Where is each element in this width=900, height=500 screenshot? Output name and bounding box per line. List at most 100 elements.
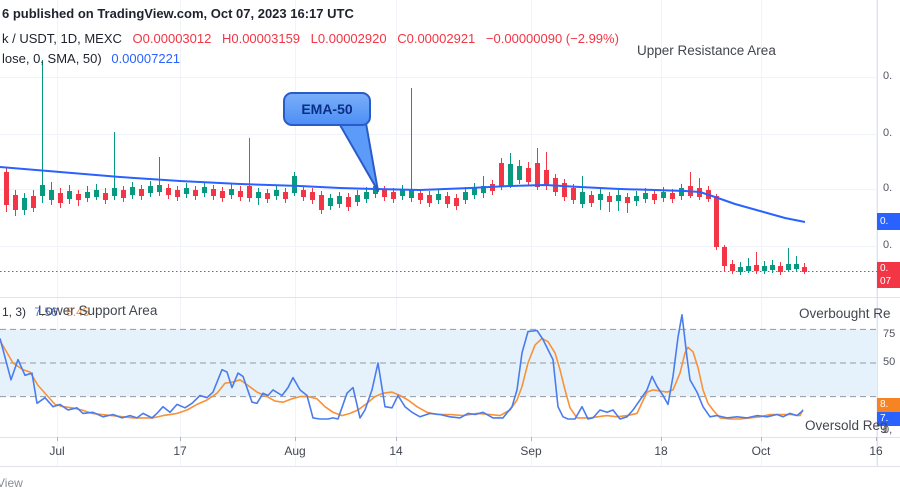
candle — [562, 179, 567, 201]
candle-body — [211, 189, 216, 196]
candle-body — [283, 192, 288, 199]
candle — [283, 188, 288, 203]
candle — [229, 184, 234, 199]
candle — [634, 191, 639, 206]
candle — [544, 152, 549, 190]
candle-body — [730, 264, 735, 271]
publish-line: 6 published on TradingView.com, Oct 07, … — [2, 6, 354, 21]
candle-body — [778, 266, 783, 272]
candle-body — [499, 163, 504, 186]
ma-params[interactable]: lose, 0, SMA, 50) — [2, 51, 102, 66]
ohlc-low: L0.00002920 — [310, 31, 387, 46]
candle — [58, 188, 63, 208]
candle — [328, 194, 333, 210]
candle — [112, 132, 117, 200]
candle-body — [409, 190, 414, 198]
candle-body — [94, 190, 99, 197]
candle — [679, 184, 684, 200]
time-axis-label[interactable]: 18 — [654, 444, 668, 458]
candle-body — [794, 264, 799, 269]
candle — [130, 182, 135, 199]
candle — [436, 189, 441, 204]
price-axis-tick: 0. — [883, 127, 893, 139]
stoch-d-value: 8.45 — [66, 305, 90, 319]
candle-body — [184, 188, 189, 194]
candle-body — [130, 187, 135, 195]
ohlc-high: H0.00003159 — [221, 31, 301, 46]
stoch-band-layer — [0, 328, 877, 398]
time-axis-label[interactable]: 17 — [173, 444, 187, 458]
candle — [238, 186, 243, 201]
time-axis-label[interactable]: 16 — [869, 444, 883, 458]
ohlc-change: −0.00000090 (−2.99%) — [485, 31, 619, 46]
candle-body — [202, 187, 207, 193]
time-axis-label[interactable]: 14 — [389, 444, 403, 458]
candle-body — [22, 198, 27, 210]
symbol-status-line: k / USDT, 1D, MEXC O0.00003012 H0.000031… — [2, 31, 619, 46]
candle-body — [770, 265, 775, 270]
candle-body — [103, 193, 108, 200]
candle-body — [238, 191, 243, 197]
candle — [714, 194, 719, 250]
candle-body — [652, 194, 657, 200]
stoch-status-line[interactable]: 1, 3) 7.56 8.45 — [2, 305, 89, 319]
candle — [166, 184, 171, 199]
candle-body — [346, 197, 351, 207]
candle-body — [535, 163, 540, 187]
candle — [220, 187, 225, 202]
candle — [625, 193, 630, 213]
bar-countdown: 07 — [880, 276, 892, 287]
candle-body — [445, 196, 450, 204]
candle — [794, 256, 799, 272]
candle-body — [517, 166, 522, 180]
candle — [4, 168, 9, 212]
candle-body — [220, 191, 225, 198]
candle — [607, 192, 612, 212]
candle — [85, 186, 90, 202]
candle — [346, 193, 351, 211]
candle — [139, 185, 144, 200]
candle-body — [274, 190, 279, 196]
candle-body — [802, 267, 807, 272]
candle — [202, 183, 207, 197]
stoch-k-axis-label: 7. — [877, 412, 900, 426]
ohlc-open: O0.00003012 — [132, 31, 212, 46]
candle — [697, 178, 702, 200]
candle-body — [58, 193, 63, 203]
candle-body — [256, 192, 261, 198]
time-axis-label[interactable]: Sep — [520, 444, 542, 458]
candle — [256, 188, 261, 205]
candle — [722, 245, 727, 272]
symbol-name[interactable]: k / USDT, 1D, MEXC — [2, 31, 122, 46]
candle — [157, 157, 162, 196]
candles-layer — [4, 60, 807, 275]
stoch-d-axis-label: 8. — [877, 398, 900, 412]
ema-callout[interactable]: EMA-50 — [283, 92, 371, 126]
time-axis-label[interactable]: Jul — [49, 444, 65, 458]
candle — [418, 189, 423, 204]
candle-body — [746, 266, 751, 271]
candle-body — [157, 185, 162, 192]
candle — [517, 160, 522, 184]
candle — [786, 248, 791, 272]
time-axis-label[interactable]: Oct — [751, 444, 771, 458]
candle — [499, 158, 504, 190]
candle-body — [328, 198, 333, 206]
candle-body — [166, 188, 171, 195]
candle-body — [391, 192, 396, 199]
candle — [40, 60, 45, 203]
candle-body — [301, 190, 306, 197]
ohlc-close: C0.00002921 — [397, 31, 476, 46]
price-axis-tick: 0. — [883, 70, 893, 82]
candle — [184, 183, 189, 198]
candle — [121, 186, 126, 202]
time-axis-label[interactable]: Aug — [284, 444, 306, 458]
upper-resistance-label: Upper Resistance Area — [637, 43, 776, 58]
candle-body — [427, 195, 432, 203]
candle-body — [364, 192, 369, 199]
current-price-axis-label: 0. 07 — [877, 262, 900, 288]
candle — [454, 194, 459, 210]
candle-body — [85, 192, 90, 198]
candle-body — [562, 183, 567, 197]
